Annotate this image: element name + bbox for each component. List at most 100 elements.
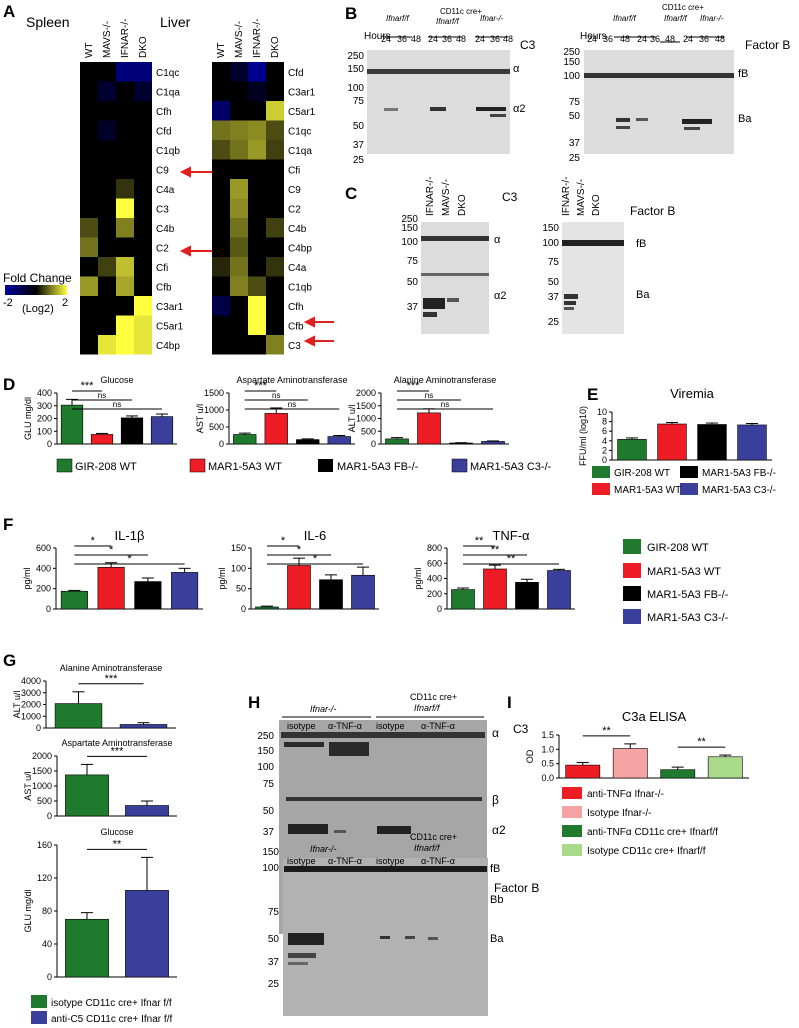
blot-b-fb-label: Factor B xyxy=(745,38,791,52)
heatmap-cell xyxy=(248,62,266,82)
heatmap-cell xyxy=(116,198,134,218)
y-tick-label: 1500 xyxy=(204,388,224,398)
significance-label: ** xyxy=(113,838,122,850)
y-tick-label: 0.0 xyxy=(541,773,554,783)
heatmap-cell xyxy=(266,276,284,296)
heatmap-cell xyxy=(98,335,116,355)
group-label: Ifnarf/f xyxy=(386,14,409,23)
band-label: fB xyxy=(490,863,500,875)
mw-marker: 75 xyxy=(569,97,581,108)
y-tick-label: 1000 xyxy=(204,405,224,415)
heatmap-column-label: MAVS-/- xyxy=(102,21,113,58)
bar xyxy=(385,438,409,445)
group-label: Ifnarf/f xyxy=(436,17,459,26)
mw-marker: 250 xyxy=(401,214,418,225)
heatmap-row-label: C4a xyxy=(288,263,307,274)
y-tick-label: 1500 xyxy=(356,401,376,411)
y-tick-label: 4000 xyxy=(21,676,41,686)
group-label: Ifnar-/- xyxy=(700,14,724,23)
y-tick-label: 120 xyxy=(37,873,52,883)
significance-label: ns xyxy=(425,391,433,400)
heatmap-cell xyxy=(230,101,248,121)
heatmap-cell xyxy=(266,81,284,101)
legend-label: MAR1-5A3 FB-/- xyxy=(647,589,729,601)
arrow-icon xyxy=(179,166,212,178)
significance-label: ** xyxy=(507,553,516,565)
error-bar xyxy=(72,691,85,704)
chart-g2: 0 500 1000 1500 2000 Aspartate Aminotransfera… xyxy=(23,738,177,821)
error-bar xyxy=(553,568,565,571)
heatmap-cell xyxy=(212,159,230,179)
y-tick-label: 10 xyxy=(597,407,607,417)
significance-bracket: ** xyxy=(87,838,147,850)
significance-label: ns xyxy=(288,400,296,409)
hours-label: 36 xyxy=(397,34,407,44)
band-label: α2 xyxy=(494,290,506,302)
y-tick-label: 8 xyxy=(602,417,607,427)
chart-g3: 0 40 80 120 160 Glucose GLU mg/dl ** xyxy=(23,827,177,982)
heatmap-cell xyxy=(230,276,248,296)
heatmap-row-label: Cfd xyxy=(288,68,304,79)
hours-label: 48 xyxy=(715,34,725,44)
bar xyxy=(296,439,320,445)
group-label: Ifnar-/- xyxy=(480,14,504,23)
mw-marker: 100 xyxy=(257,762,274,773)
hours-label: 36 xyxy=(490,34,500,44)
bar xyxy=(134,581,162,610)
mw-marker: 150 xyxy=(542,223,559,234)
bar xyxy=(451,589,475,610)
error-bar xyxy=(141,800,153,806)
band-label: α xyxy=(513,63,520,75)
blot-C-c3 xyxy=(421,222,489,334)
heatmap-row-label: C1qb xyxy=(288,282,312,293)
heatmap-cell xyxy=(230,315,248,335)
mw-marker: 37 xyxy=(268,957,280,968)
y-tick-label: 150 xyxy=(231,543,246,553)
heatmap-cell xyxy=(248,276,266,296)
y-tick-label: 1500 xyxy=(32,766,52,776)
y-tick-label: 40 xyxy=(42,939,52,949)
bar xyxy=(125,890,169,978)
chart-title: Aspartate Aminotransferase xyxy=(236,375,347,385)
bar xyxy=(90,434,114,445)
y-tick-label: 0 xyxy=(46,604,51,614)
lane-label: isotype xyxy=(376,721,405,731)
band-label: fB xyxy=(636,238,646,250)
heatmap-cell xyxy=(80,257,98,277)
heatmap-cell xyxy=(80,159,98,179)
heatmap-row-label: C2 xyxy=(156,243,169,254)
significance-bracket: ** xyxy=(582,725,631,737)
mw-marker: 25 xyxy=(548,317,560,328)
bar xyxy=(150,416,174,445)
heatmap-cell xyxy=(230,198,248,218)
heatmap-cell xyxy=(230,62,248,82)
mw-marker: 150 xyxy=(563,57,580,68)
heatmap-cell xyxy=(98,159,116,179)
group-label: Ifnarf/f xyxy=(664,14,687,23)
y-tick-label: 100 xyxy=(37,426,52,436)
error-bar xyxy=(178,567,191,573)
heatmap-row-label: C2 xyxy=(288,204,301,215)
hours-label: 24 xyxy=(637,34,647,44)
legend-label: MAR1-5A3 C3-/- xyxy=(702,485,776,496)
bar xyxy=(327,436,351,445)
legend-G xyxy=(31,995,47,1024)
significance-label: * xyxy=(297,544,302,556)
heatmap-column-label: DKO xyxy=(138,36,149,58)
bar xyxy=(171,572,199,610)
significance-label: ** xyxy=(475,535,484,547)
legend-label: anti-TNFα CD11c cre+ Ifnarf/f xyxy=(587,827,718,838)
bar xyxy=(119,724,168,729)
hours-label: 36 xyxy=(603,34,613,44)
mw-marker: 100 xyxy=(563,71,580,82)
blot-h-fb-label: Factor B xyxy=(494,881,540,895)
heatmap-cell xyxy=(80,276,98,296)
legend-E xyxy=(592,466,698,495)
chart-d2: 0 500 1000 1500 Aspartate Aminotransferase AS… xyxy=(195,375,355,449)
heatmap-row-label: C4b xyxy=(156,224,175,235)
lane-label: α-TNF-α xyxy=(421,856,455,866)
chart-f1: 0 200 400 600 IL-1β pg/ml * * * xyxy=(22,528,203,614)
bar xyxy=(483,568,507,610)
